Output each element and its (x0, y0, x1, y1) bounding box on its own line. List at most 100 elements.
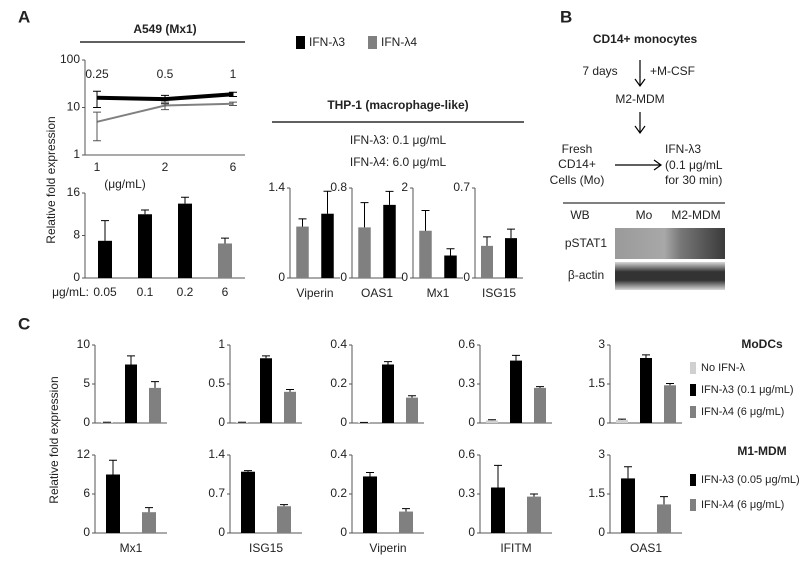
x-tick-label: 2 (162, 160, 169, 174)
y-tick-label: 0.3 (458, 376, 475, 390)
bar (534, 387, 546, 423)
x-axis-label: ISG15 (482, 286, 516, 300)
y-tick-label: 0.5 (208, 376, 225, 390)
y-tick-label: 0 (83, 525, 90, 539)
legend-swatch (690, 499, 696, 511)
blot-band (615, 228, 725, 259)
y-tick-label: 2 (401, 180, 408, 194)
y-tick-label: 6 (83, 486, 90, 500)
x-tick-label: 6 (222, 285, 229, 299)
bar (444, 255, 457, 278)
bar (527, 496, 541, 533)
legend-label: IFN-λ3 (0.1 μg/mL) (701, 384, 794, 396)
y-tick-label: 0 (468, 415, 475, 429)
x-axis-label: μg/mL: (52, 285, 89, 299)
diagram-text: (0.1 μg/mL (665, 158, 723, 172)
y-tick-label: 0 (340, 525, 347, 539)
error-bar (280, 504, 288, 507)
x-tick-label: 0.1 (137, 285, 154, 299)
error-bar (402, 508, 410, 512)
bar (382, 364, 394, 423)
diagram: CD14+ monocytes 7 days +M-CSF M2-MDM Fre… (550, 32, 725, 290)
panel-label: C (18, 314, 30, 333)
y-tick-label: 0 (83, 415, 90, 429)
legend-swatch (690, 362, 696, 374)
y-tick-label: 1 (73, 147, 80, 161)
bar (125, 364, 137, 423)
error-bar (494, 464, 502, 488)
error-bar (141, 209, 149, 215)
y-tick-label: 0 (340, 415, 347, 429)
error-bar (366, 472, 374, 477)
y-tick-label: 1.5 (588, 486, 605, 500)
y-tick-label: 0 (598, 415, 605, 429)
diagram-text: CD14+ (558, 157, 596, 171)
panel-label: A (18, 7, 30, 26)
chart-title: A549 (Mx1) (133, 22, 196, 36)
diagram-text: 7 days (582, 64, 617, 78)
error-bar (161, 101, 169, 111)
bar (321, 213, 334, 278)
x-axis-label: Viperin (296, 286, 333, 300)
bar (106, 474, 120, 533)
error-bar (151, 381, 159, 388)
error-bar (229, 91, 237, 98)
bar (616, 419, 628, 423)
lane-label: Mo (636, 208, 653, 222)
bar (178, 203, 192, 278)
x-axis-label: Mx1 (427, 286, 450, 300)
y-tick-label: 3 (598, 337, 605, 351)
row-label: β-actin (568, 268, 604, 282)
bar (363, 476, 377, 533)
arrow (634, 60, 646, 88)
y-tick-label: 16 (67, 185, 81, 199)
legend-swatch (368, 36, 377, 49)
annotation: 0.25 (85, 67, 109, 81)
x-axis-label: ISG15 (249, 541, 283, 555)
error-bar (323, 190, 332, 214)
error-bar (360, 202, 369, 228)
bar (138, 214, 152, 278)
error-bar (181, 196, 189, 204)
error-bar (624, 466, 632, 479)
error-bar (666, 382, 674, 386)
arrow (615, 159, 663, 171)
x-tick-label: 6 (230, 160, 237, 174)
bar (481, 245, 493, 278)
error-bar (145, 507, 153, 513)
error-bar (530, 493, 538, 497)
bar (296, 226, 309, 278)
bar (664, 385, 676, 423)
y-tick-label: 0.4 (330, 337, 347, 351)
error-bar (298, 218, 307, 227)
bar (383, 204, 396, 278)
y-tick-label: 1.4 (208, 447, 225, 461)
error-bar (536, 386, 544, 388)
y-axis-label: Relative fold expression (44, 116, 58, 243)
annotation: 1 (230, 67, 237, 81)
diagram-text: +M-CSF (650, 64, 695, 78)
x-tick-label: 0.05 (93, 285, 117, 299)
bar (260, 358, 272, 423)
bar (241, 471, 255, 533)
bar (358, 227, 371, 278)
blot-header: WB (570, 208, 589, 222)
legend-swatch (690, 384, 696, 396)
legend-label: IFN-λ4 (6 μg/mL) (701, 499, 784, 511)
error-bar (229, 101, 237, 107)
error-bar (127, 355, 135, 365)
y-axis-label: Relative fold expression (47, 376, 61, 503)
y-tick-label: 0.6 (458, 447, 475, 461)
y-tick-label: 0 (218, 525, 225, 539)
y-tick-label: 0.3 (458, 486, 475, 500)
y-tick-label: 0 (278, 270, 285, 284)
group-title: THP-1 (macrophage-like) (327, 98, 468, 112)
y-tick-label: 1.5 (588, 376, 605, 390)
error-bar (660, 496, 668, 505)
x-axis-label: OAS1 (361, 286, 393, 300)
blot-band (615, 262, 725, 290)
x-axis-label: Mx1 (120, 541, 143, 555)
y-tick-label: 3 (598, 447, 605, 461)
y-tick-label: 0.7 (453, 180, 470, 194)
error-bar (384, 361, 392, 365)
